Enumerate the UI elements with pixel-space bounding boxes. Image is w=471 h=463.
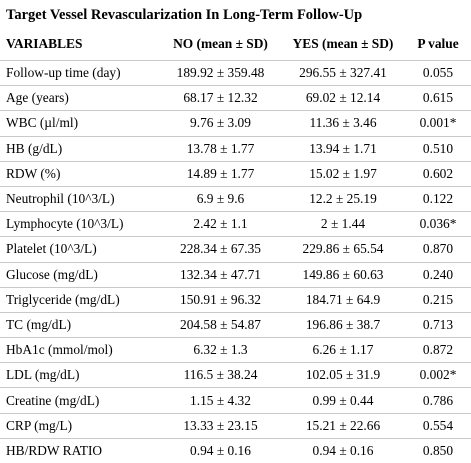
cell-p-value: 0.510 [405,136,471,161]
table-title: Target Vessel Revascularization In Long-… [6,7,362,24]
cell-yes-mean-sd: 149.86 ± 60.63 [281,262,405,287]
cell-yes-mean-sd: 0.94 ± 0.16 [281,438,405,463]
cell-p-value: 0.870 [405,237,471,262]
cell-yes-mean-sd: 11.36 ± 3.46 [281,111,405,136]
cell-p-value: 0.602 [405,161,471,186]
cell-no-mean-sd: 150.91 ± 96.32 [160,287,281,312]
cell-variable: CRP (mg/L) [0,413,160,438]
results-table: VARIABLES NO (mean ± SD) YES (mean ± SD)… [0,28,471,463]
cell-p-value: 0.055 [405,61,471,86]
cell-yes-mean-sd: 15.21 ± 22.66 [281,413,405,438]
cell-variable: WBC (µl/ml) [0,111,160,136]
cell-p-value: 0.850 [405,438,471,463]
cell-p-value: 0.002* [405,363,471,388]
cell-variable: HB (g/dL) [0,136,160,161]
cell-yes-mean-sd: 15.02 ± 1.97 [281,161,405,186]
cell-p-value: 0.240 [405,262,471,287]
cell-yes-mean-sd: 13.94 ± 1.71 [281,136,405,161]
cell-p-value: 0.713 [405,312,471,337]
cell-no-mean-sd: 1.15 ± 4.32 [160,388,281,413]
header-p-value: P value [405,28,471,61]
cell-yes-mean-sd: 2 ± 1.44 [281,212,405,237]
header-no: NO (mean ± SD) [160,28,281,61]
cell-no-mean-sd: 6.9 ± 9.6 [160,186,281,211]
cell-variable: RDW (%) [0,161,160,186]
cell-no-mean-sd: 2.42 ± 1.1 [160,212,281,237]
cell-variable: Neutrophil (10^3/L) [0,186,160,211]
cell-no-mean-sd: 189.92 ± 359.48 [160,61,281,86]
cell-variable: Platelet (10^3/L) [0,237,160,262]
cell-p-value: 0.001* [405,111,471,136]
cell-no-mean-sd: 68.17 ± 12.32 [160,86,281,111]
cell-p-value: 0.554 [405,413,471,438]
cell-yes-mean-sd: 102.05 ± 31.9 [281,363,405,388]
cell-no-mean-sd: 13.33 ± 23.15 [160,413,281,438]
cell-variable: Follow-up time (day) [0,61,160,86]
cell-no-mean-sd: 14.89 ± 1.77 [160,161,281,186]
cell-no-mean-sd: 116.5 ± 38.24 [160,363,281,388]
cell-yes-mean-sd: 69.02 ± 12.14 [281,86,405,111]
cell-no-mean-sd: 204.58 ± 54.87 [160,312,281,337]
cell-no-mean-sd: 13.78 ± 1.77 [160,136,281,161]
cell-no-mean-sd: 132.34 ± 47.71 [160,262,281,287]
cell-variable: Triglyceride (mg/dL) [0,287,160,312]
cell-p-value: 0.215 [405,287,471,312]
cell-variable: Creatine (mg/dL) [0,388,160,413]
cell-p-value: 0.122 [405,186,471,211]
header-row: VARIABLES NO (mean ± SD) YES (mean ± SD)… [0,28,471,61]
cell-no-mean-sd: 9.76 ± 3.09 [160,111,281,136]
header-yes: YES (mean ± SD) [281,28,405,61]
cell-no-mean-sd: 0.94 ± 0.16 [160,438,281,463]
cell-variable: TC (mg/dL) [0,312,160,337]
cell-no-mean-sd: 228.34 ± 67.35 [160,237,281,262]
cell-variable: Glucose (mg/dL) [0,262,160,287]
cell-p-value: 0.615 [405,86,471,111]
cell-variable: HB/RDW RATIO [0,438,160,463]
cell-yes-mean-sd: 0.99 ± 0.44 [281,388,405,413]
cell-variable: Age (years) [0,86,160,111]
cell-no-mean-sd: 6.32 ± 1.3 [160,338,281,363]
cell-variable: LDL (mg/dL) [0,363,160,388]
cell-p-value: 0.786 [405,388,471,413]
cell-yes-mean-sd: 184.71 ± 64.9 [281,287,405,312]
cell-p-value: 0.872 [405,338,471,363]
cell-p-value: 0.036* [405,212,471,237]
cell-yes-mean-sd: 296.55 ± 327.41 [281,61,405,86]
cell-yes-mean-sd: 229.86 ± 65.54 [281,237,405,262]
cell-yes-mean-sd: 6.26 ± 1.17 [281,338,405,363]
header-variables: VARIABLES [0,28,160,61]
cell-yes-mean-sd: 12.2 ± 25.19 [281,186,405,211]
cell-variable: HbA1c (mmol/mol) [0,338,160,363]
cell-variable: Lymphocyte (10^3/L) [0,212,160,237]
cell-yes-mean-sd: 196.86 ± 38.7 [281,312,405,337]
